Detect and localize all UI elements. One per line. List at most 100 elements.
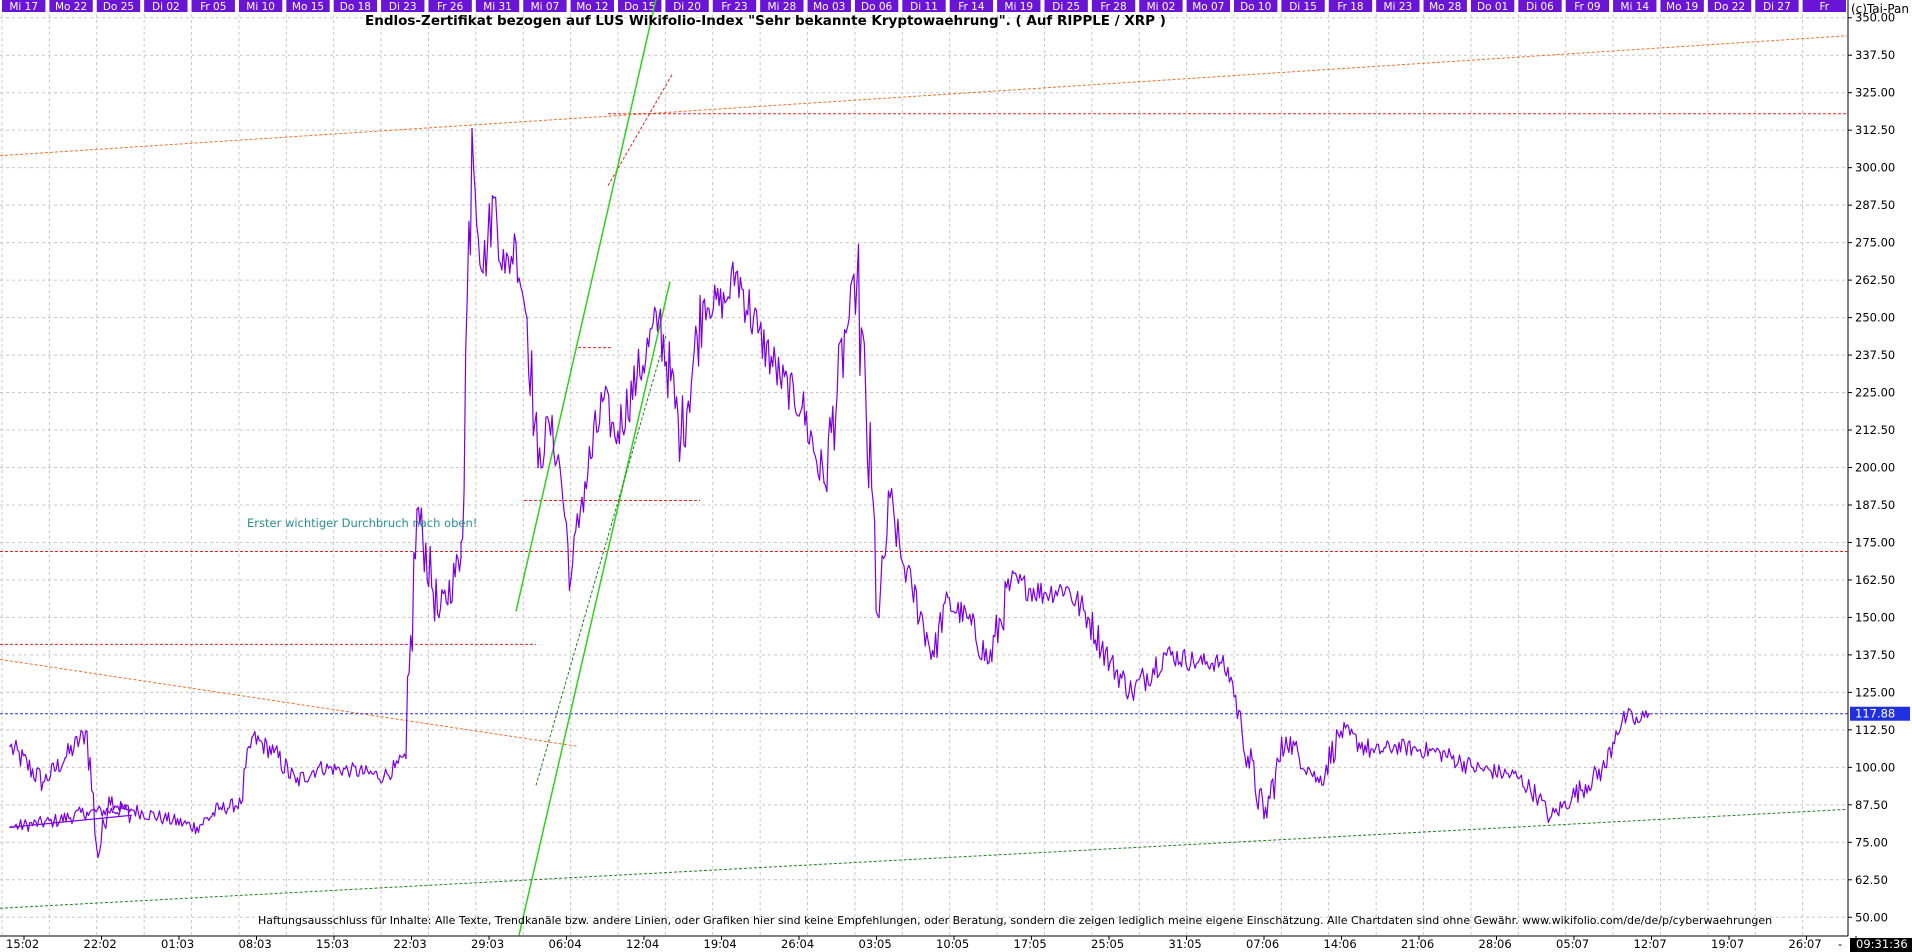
orange-upper-trendline [0,35,1849,157]
red-steep-line [607,74,673,186]
y-tick-label: 87.50 [1855,798,1888,812]
x-tick-label: 07:06 [1246,937,1279,951]
price-point [735,271,737,274]
price-point [900,556,902,559]
top-day-label-bg [1802,0,1846,12]
price-point [779,376,781,379]
price-point [482,271,484,274]
price-point [757,331,759,334]
y-tick-label: 187.50 [1855,498,1895,512]
y-tick-label: 287.50 [1855,198,1895,212]
top-date-bar: Mi 17 Mo 22 Do 25 Di 02 Fr 05 Mi 10 Mo 15 Do 18… [2,0,1846,13]
top-day-label: Fr 05 [200,1,226,13]
x-tick-label: 22:02 [84,937,117,951]
x-tick-label: 19:07 [1711,937,1744,951]
top-day-label: Di 20 [673,1,701,13]
top-day-label-bg [428,0,472,12]
price-point [317,766,319,769]
y-tick-label: 237.50 [1855,348,1895,362]
price-point [581,496,583,499]
top-day-label: Mo 12 [576,1,608,13]
orange-lower-trendline [0,658,579,747]
top-day-label-bg [949,0,994,12]
x-tick-label: 19:04 [704,937,737,951]
price-point [1373,751,1375,754]
top-day-label: Do 01 [1477,1,1508,13]
price-point [1340,730,1342,733]
top-day-label-bg [1186,0,1230,12]
dark-green-dotted-steep [535,335,667,786]
y-tick-label: 137.50 [1855,648,1895,662]
price-point [1197,661,1199,664]
price-point [889,496,891,499]
price-point [416,508,418,511]
price-point [636,376,638,379]
price-point [273,751,275,754]
green-channel-lower [518,281,671,936]
top-day-label-bg [96,0,141,12]
price-point [64,757,66,760]
y-tick-label: 112.50 [1855,723,1895,737]
price-point [988,661,990,664]
top-day-label: Mi 02 [1147,1,1176,13]
top-day-label-bg [997,0,1041,12]
trend-lines [0,0,1849,936]
x-tick-label: 08:03 [239,937,272,951]
price-point [1648,712,1650,715]
price-point [724,301,726,304]
current-value-badge [1850,706,1910,721]
y-tick-label: 250.00 [1855,311,1895,325]
price-point [383,775,385,778]
price-point [1241,730,1243,733]
price-point [163,817,165,820]
y-axis: 50.00 62.50 75.00 87.50 100.00 112.50 125.00 13… [1848,11,1910,924]
top-day-label: Fr 18 [1337,1,1363,13]
price-point [1538,796,1540,799]
top-day-label: Mi 10 [246,1,275,13]
x-tick-label: 28:06 [1479,937,1512,951]
x-tick-label: 31:05 [1169,937,1202,951]
x-tick-label: 29:03 [471,937,504,951]
x-tick-label: 15:02 [6,937,39,951]
top-day-label: Do 10 [1240,1,1271,13]
top-day-label-bg [2,0,46,12]
price-point [471,127,473,130]
price-point [240,802,242,805]
price-point [1516,775,1518,778]
price-point [856,280,858,283]
price-point [1285,736,1287,739]
top-day-label: Di 11 [910,1,938,13]
top-day-label-bg [475,0,520,12]
top-day-label-bg [1423,0,1467,12]
top-day-label: Mi 23 [1384,1,1413,13]
price-point [1637,721,1639,724]
y-tick-label: 337.50 [1855,48,1895,62]
price-point [1549,817,1551,820]
price-point [130,808,132,811]
x-tick-label: 05:07 [1556,937,1589,951]
top-day-label-bg [191,0,235,12]
price-point [526,316,528,319]
price-point [350,769,352,772]
grid [0,0,1849,952]
top-day-label: Mi 19 [1004,1,1033,13]
top-day-label-bg [1565,0,1610,12]
x-tick-label: 03:05 [859,937,892,951]
chart-title: Endlos-Zertifikat bezogen auf LUS Wikifo… [365,13,1166,29]
price-point [460,541,462,544]
top-day-label: Di 02 [152,1,180,13]
price-point [130,814,132,817]
price-point [911,586,913,589]
y-tick-label: 125.00 [1855,685,1895,699]
x-tick-label: 17:05 [1014,937,1047,951]
x-axis-band [0,936,1912,952]
price-point [1318,781,1320,784]
price-point [1615,730,1617,733]
price-point [1164,652,1166,655]
price-point [196,826,198,829]
price-point [42,781,44,784]
price-point [1395,745,1397,748]
top-day-label: Fr [1820,1,1830,13]
top-day-label-bg [1755,0,1799,12]
